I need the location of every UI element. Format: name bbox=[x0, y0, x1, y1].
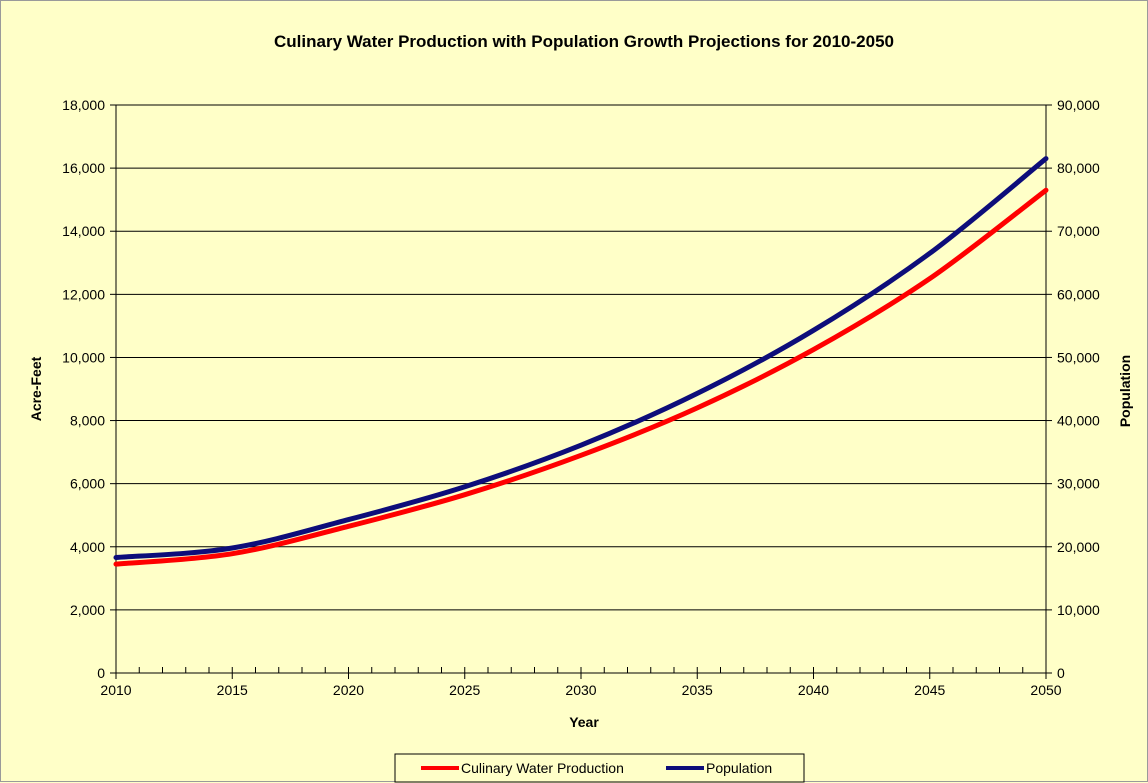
y-tick-label: 12,000 bbox=[62, 286, 105, 302]
y-axis-ticks: 0 2,000 4,000 6,000 8,000 10,000 12,000 14,000 1… bbox=[62, 97, 116, 681]
x-tick-label: 2020 bbox=[333, 682, 364, 698]
y-tick-label: 2,000 bbox=[70, 602, 105, 618]
y-tick-label: 6,000 bbox=[70, 476, 105, 492]
legend: Culinary Water Production Population bbox=[394, 753, 805, 783]
y-tick-label: 8,000 bbox=[70, 413, 105, 429]
y-tick-label: 10,000 bbox=[62, 349, 105, 365]
legend-label-culinary-water: Culinary Water Production bbox=[461, 760, 624, 776]
y2-tick-label: 80,000 bbox=[1057, 160, 1100, 176]
y2-tick-label: 30,000 bbox=[1057, 476, 1100, 492]
plot-area bbox=[115, 104, 1047, 674]
y-tick-label: 14,000 bbox=[62, 223, 105, 239]
y2-tick-label: 20,000 bbox=[1057, 539, 1100, 555]
x-tick-label: 2050 bbox=[1030, 682, 1061, 698]
x-axis-title: Year bbox=[569, 714, 599, 730]
y2-tick-label: 70,000 bbox=[1057, 223, 1100, 239]
y-tick-label: 0 bbox=[97, 665, 105, 681]
x-tick-label: 2045 bbox=[914, 682, 945, 698]
y2-axis-title: Population bbox=[1117, 355, 1133, 427]
legend-box bbox=[394, 753, 805, 783]
y2-tick-label: 60,000 bbox=[1057, 286, 1100, 302]
x-tick-label: 2010 bbox=[100, 682, 131, 698]
x-tick-label: 2015 bbox=[217, 682, 248, 698]
x-tick-label: 2025 bbox=[449, 682, 480, 698]
y2-tick-label: 50,000 bbox=[1057, 349, 1100, 365]
series-line-population bbox=[113, 156, 1049, 560]
y-axis-title: Acre-Feet bbox=[28, 356, 44, 421]
y2-tick-label: 0 bbox=[1057, 665, 1065, 681]
x-tick-label: 2030 bbox=[565, 682, 596, 698]
chart-title: Culinary Water Production with Populatio… bbox=[274, 32, 894, 51]
y2-tick-label: 40,000 bbox=[1057, 413, 1100, 429]
x-tick-label: 2040 bbox=[798, 682, 829, 698]
y2-tick-label: 10,000 bbox=[1057, 602, 1100, 618]
y2-tick-label: 90,000 bbox=[1057, 97, 1100, 113]
x-axis-ticks: 2010 2015 2020 2025 2030 2035 2040 2045 2050 bbox=[100, 667, 1062, 698]
y-tick-label: 18,000 bbox=[62, 97, 105, 113]
x-tick-label: 2035 bbox=[682, 682, 713, 698]
legend-label-population: Population bbox=[706, 760, 772, 776]
series-line-culinary-water bbox=[113, 187, 1049, 567]
series-lines bbox=[113, 156, 1049, 567]
y2-axis-ticks: 0 10,000 20,000 30,000 40,000 50,000 60,000 70,… bbox=[1046, 97, 1100, 681]
y-tick-label: 4,000 bbox=[70, 539, 105, 555]
y-tick-label: 16,000 bbox=[62, 160, 105, 176]
